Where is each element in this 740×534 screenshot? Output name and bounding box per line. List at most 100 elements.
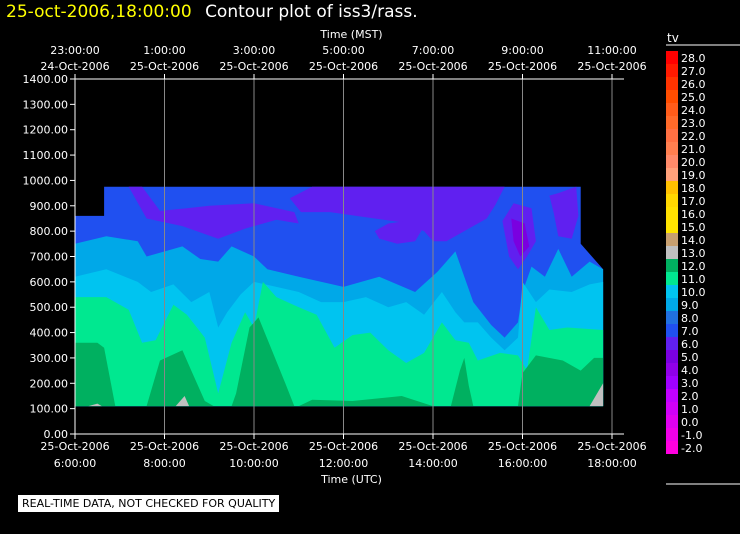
y-tick-label-4: 400.00 [30,327,69,340]
y-tick-label-2: 200.00 [30,377,69,390]
colorbar-swatch-19 [666,298,678,311]
colorbar-swatch-20 [666,311,678,324]
contour-region-14 [518,355,604,407]
colorbar-swatch-2 [666,77,678,90]
x-tick-top-date-1: 25-Oct-2006 [130,60,199,73]
colorbar-swatch-6 [666,129,678,142]
y-tick-label-0: 0.00 [44,428,69,441]
colorbar-label-24: 4.0 [681,364,699,377]
colorbar-swatch-24 [666,363,678,376]
x-tick-top-time-6: 11:00:00 [587,44,636,57]
colorbar-swatch-18 [666,285,678,298]
contour-region-13 [450,357,474,407]
colorbar-swatch-15 [666,246,678,259]
colorbar-swatch-8 [666,155,678,168]
colorbar: 28.027.026.025.024.023.022.021.020.019.0… [666,44,740,485]
contour-region-10 [146,350,214,407]
colorbar-label-26: 2.0 [681,390,699,403]
colorbar-label-25: 3.0 [681,377,699,390]
x-axis-bottom-label: Time (UTC) [320,473,382,486]
x-tick-bottom-time-4: 14:00:00 [408,457,457,470]
x-tick-bottom-date-5: 25-Oct-2006 [488,440,557,453]
colorbar-swatch-21 [666,324,678,337]
quality-notice: REAL-TIME DATA, NOT CHECKED FOR QUALITY [18,495,280,512]
x-tick-top-time-3: 5:00:00 [322,44,364,57]
colorbar-label-17: 11.0 [681,273,706,286]
colorbar-swatch-14 [666,233,678,246]
colorbar-label-7: 21.0 [681,143,706,156]
x-tick-bottom-time-2: 10:00:00 [229,457,278,470]
colorbar-label-6: 22.0 [681,130,706,143]
x-tick-top-time-5: 9:00:00 [501,44,543,57]
x-tick-bottom-time-5: 16:00:00 [498,457,547,470]
colorbar-swatch-30 [666,441,678,454]
x-tick-bottom-time-3: 12:00:00 [319,457,368,470]
colorbar-label-3: 25.0 [681,91,706,104]
contour-region-2 [374,221,425,244]
colorbar-label-22: 6.0 [681,338,699,351]
colorbar-swatch-13 [666,220,678,233]
x-tick-bottom-date-0: 25-Oct-2006 [40,440,109,453]
contour-region-4 [549,186,579,239]
colorbar-label-20: 8.0 [681,312,699,325]
colorbar-label-0: 28.0 [681,52,706,65]
y-tick-label-9: 900.00 [30,200,69,213]
colorbar-label-5: 23.0 [681,117,706,130]
colorbar-label-8: 20.0 [681,156,706,169]
x-tick-top-date-0: 24-Oct-2006 [40,60,109,73]
contour-region-1 [104,186,505,242]
contour-region-15 [88,403,102,407]
contour-region-11 [231,317,295,407]
colorbar-swatch-0 [666,51,678,64]
x-tick-top-date-2: 25-Oct-2006 [219,60,288,73]
colorbar-label-10: 18.0 [681,182,706,195]
x-tick-bottom-time-0: 6:00:00 [54,457,96,470]
colorbar-label-16: 12.0 [681,260,706,273]
colorbar-swatch-11 [666,194,678,207]
y-tick-label-7: 700.00 [30,251,69,264]
colorbar-swatch-5 [666,116,678,129]
x-tick-top-date-6: 25-Oct-2006 [577,60,646,73]
x-axis-top-label: Time (MST) [319,28,382,41]
x-tick-bottom-date-6: 25-Oct-2006 [577,440,646,453]
colorbar-swatch-1 [666,64,678,77]
colorbar-label-14: 14.0 [681,234,706,247]
x-tick-top-time-1: 1:00:00 [143,44,185,57]
colorbar-swatch-26 [666,389,678,402]
colorbar-label-9: 19.0 [681,169,706,182]
x-tick-top-time-2: 3:00:00 [233,44,275,57]
plot-timestamp: 25-oct-2006,18:00:00 [6,2,192,22]
plot-title: Contour plot of iss3/rass. [205,2,418,22]
colorbar-label-1: 27.0 [681,65,706,78]
contour-region-16 [175,396,190,407]
x-tick-top-date-4: 25-Oct-2006 [398,60,467,73]
y-tick-label-3: 300.00 [30,352,69,365]
contour-region-12 [298,396,433,407]
y-tick-label-12: 1200.00 [23,124,69,137]
colorbar-label-18: 10.0 [681,286,706,299]
x-tick-bottom-time-6: 18:00:00 [587,457,636,470]
colorbar-swatch-4 [666,103,678,116]
x-tick-bottom-date-4: 25-Oct-2006 [398,440,467,453]
colorbar-swatch-12 [666,207,678,220]
colorbar-swatch-27 [666,402,678,415]
colorbar-label-4: 24.0 [681,104,706,117]
colorbar-swatch-29 [666,428,678,441]
x-tick-bottom-time-1: 8:00:00 [143,457,185,470]
x-tick-bottom-date-1: 25-Oct-2006 [130,440,199,453]
colorbar-label-30: -2.0 [681,442,702,455]
colorbar-label-21: 7.0 [681,325,699,338]
colorbar-swatch-23 [666,350,678,363]
colorbar-swatch-7 [666,142,678,155]
colorbar-swatch-3 [666,90,678,103]
colorbar-swatch-25 [666,376,678,389]
x-tick-top-time-0: 23:00:00 [50,44,99,57]
y-tick-label-14: 1400.00 [23,73,69,86]
colorbar-label-13: 15.0 [681,221,706,234]
y-tick-label-13: 1300.00 [23,98,69,111]
colorbar-swatch-9 [666,168,678,181]
contour-region-9 [75,342,116,407]
colorbar-swatch-17 [666,272,678,285]
contour-region-8 [75,281,604,407]
